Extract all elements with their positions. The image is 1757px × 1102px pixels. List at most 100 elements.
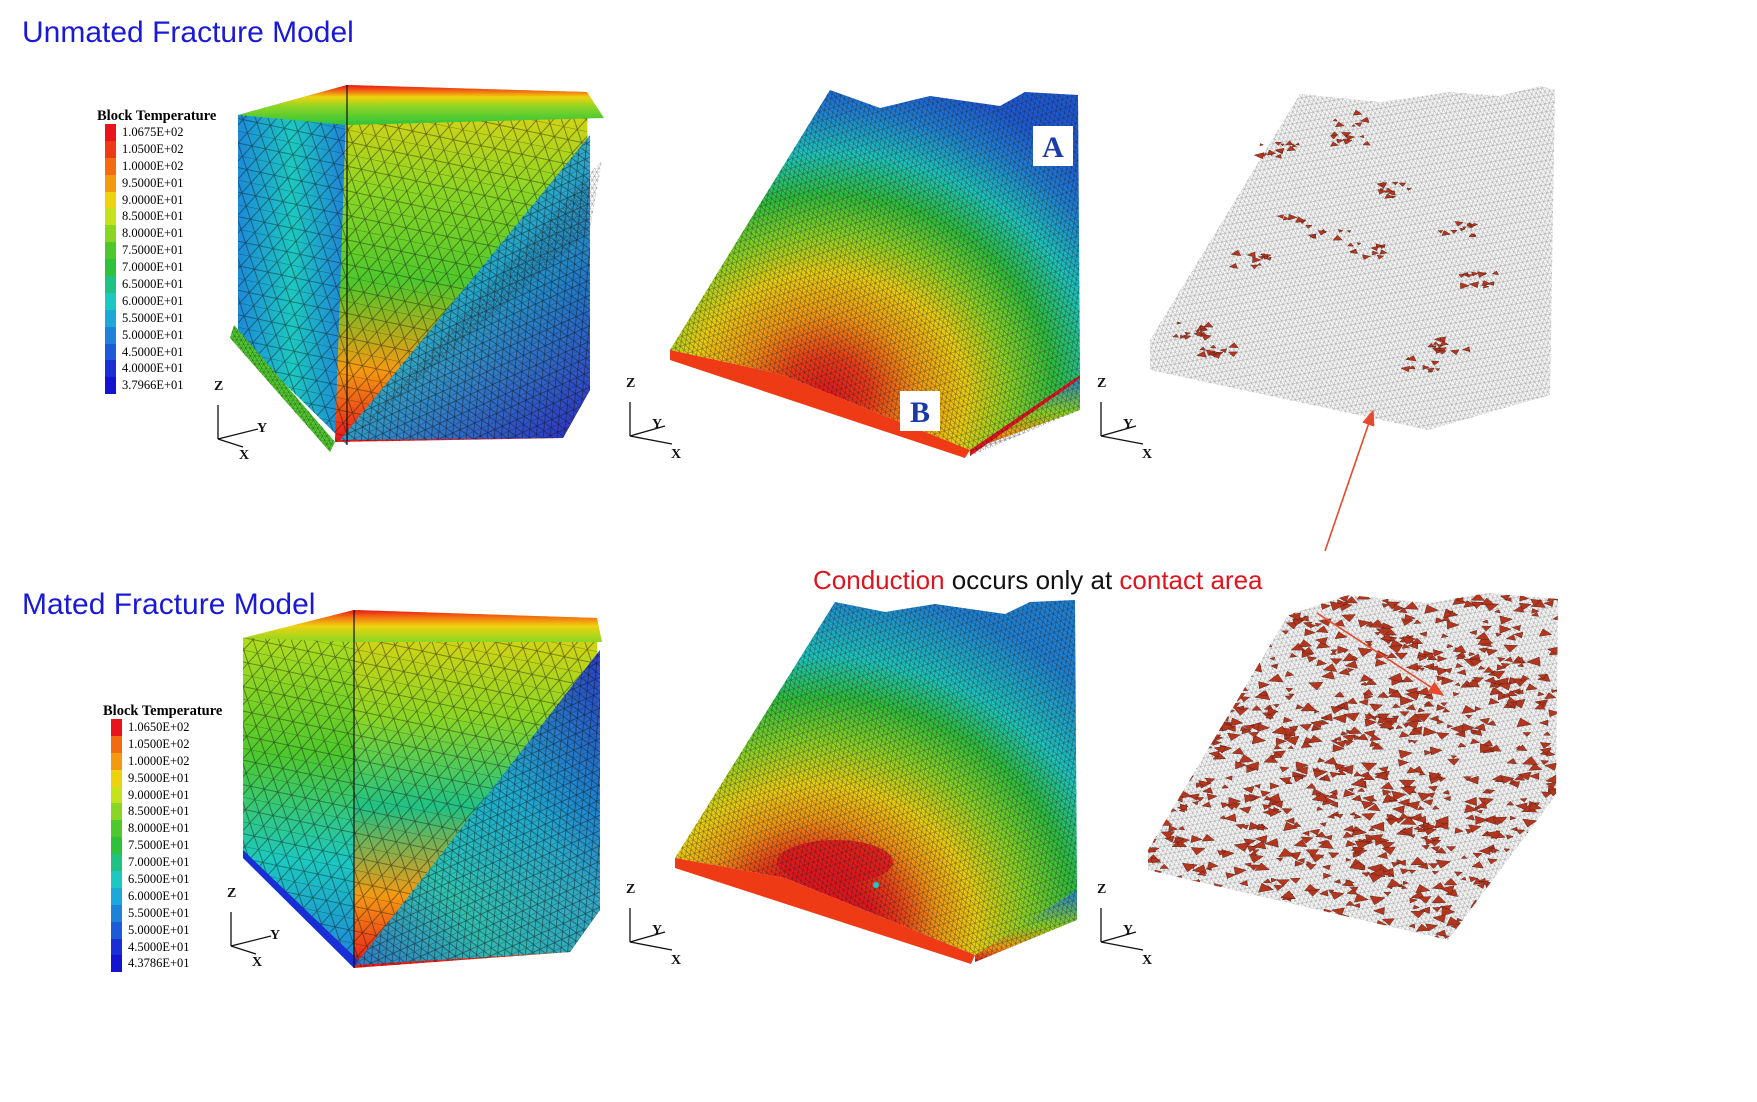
- contact-patch: [1407, 739, 1414, 743]
- contact-patch: [1431, 585, 1437, 589]
- contact-patch: [1468, 281, 1479, 288]
- contact-patch: [1283, 716, 1293, 724]
- contact-patch: [1254, 626, 1268, 636]
- contact-patch: [1230, 717, 1244, 727]
- contact-patch: [1204, 642, 1211, 647]
- contact-patch: [1409, 834, 1416, 839]
- contact-patch: [1457, 742, 1467, 748]
- contact-patch: [1234, 595, 1244, 601]
- contact-patch: [1285, 928, 1297, 936]
- contact-patch: [1362, 140, 1371, 146]
- contact-patch: [1236, 625, 1253, 635]
- contact-patch: [1497, 657, 1506, 663]
- contact-patch: [1470, 728, 1478, 734]
- contact-patch: [1188, 621, 1196, 625]
- unmated-block-3d-view: [230, 85, 604, 452]
- contact-patch: [1238, 668, 1246, 673]
- contact-patch: [1434, 929, 1447, 938]
- contact-patch: [1191, 669, 1208, 679]
- contact-patch: [1227, 351, 1238, 357]
- conduction-annotation: Conduction occurs only at contact area: [813, 565, 1263, 596]
- axis-x-label: X: [671, 953, 681, 968]
- contact-patch: [1148, 830, 1156, 836]
- contact-patch: [1257, 638, 1273, 648]
- contact-patch: [1533, 829, 1547, 837]
- contact-patch: [1331, 907, 1345, 916]
- legend-swatch: [111, 955, 122, 973]
- contact-patch: [1185, 925, 1199, 933]
- contact-patch: [1235, 948, 1246, 955]
- legend-swatch: [105, 157, 116, 175]
- contact-patch: [1159, 653, 1173, 664]
- contact-patch: [1462, 588, 1470, 592]
- contact-patch: [1408, 869, 1417, 874]
- contact-patch: [1310, 719, 1324, 728]
- contact-patch: [1486, 720, 1497, 726]
- contact-patch: [1278, 847, 1295, 858]
- contact-patch: [1368, 952, 1375, 956]
- contact-patch: [1557, 845, 1558, 851]
- contact-patch: [1563, 659, 1569, 662]
- contact-patch: [1505, 634, 1516, 641]
- contact-patch: [1380, 781, 1394, 790]
- contact-patch: [1386, 813, 1396, 820]
- contact-patch: [1496, 935, 1512, 940]
- contact-patch: [1148, 792, 1159, 800]
- contact-patch: [1440, 885, 1455, 895]
- contact-patch: [1340, 731, 1348, 736]
- contact-patch: [1403, 586, 1411, 592]
- contact-patch: [1483, 284, 1490, 289]
- contact-patch: [1270, 664, 1278, 669]
- legend-label: 7.5000E+01: [128, 838, 190, 853]
- contact-patch: [1236, 705, 1245, 711]
- contact-patch: [1254, 915, 1261, 920]
- contact-patch: [1246, 766, 1256, 773]
- contact-patch: [1529, 937, 1537, 940]
- contact-patch: [1270, 877, 1278, 883]
- contact-patch: [1544, 762, 1558, 771]
- contact-patch: [1561, 765, 1571, 772]
- axis-triad-mated-contact: Z Y X: [1097, 882, 1152, 968]
- contact-patch: [1251, 735, 1267, 745]
- contact-patch: [1426, 593, 1433, 597]
- contact-patch: [1537, 691, 1545, 697]
- contact-patch: [1204, 657, 1216, 665]
- contact-patch: [1475, 815, 1489, 825]
- contact-patch: [1455, 597, 1464, 603]
- contact-patch: [1203, 633, 1212, 639]
- contact-patch: [1479, 717, 1490, 725]
- contact-patch: [1332, 118, 1338, 122]
- legend-swatch: [105, 191, 116, 209]
- contact-patch: [1428, 942, 1439, 948]
- contact-patch: [1466, 775, 1479, 785]
- contact-patch: [1242, 786, 1255, 794]
- contact-patch: [1515, 829, 1526, 835]
- contact-patch: [1292, 771, 1301, 778]
- contact-patch: [1381, 918, 1395, 926]
- contact-patch: [1399, 711, 1410, 717]
- contact-patch: [1408, 923, 1416, 929]
- contact-patch: [1446, 916, 1462, 926]
- contact-patch: [1479, 895, 1488, 901]
- contact-patch: [1476, 883, 1486, 889]
- contact-patch: [1148, 695, 1157, 703]
- contact-patch: [1281, 808, 1293, 815]
- contact-patch: [1211, 352, 1221, 359]
- contact-patch: [1246, 251, 1256, 258]
- contact-patch: [1176, 804, 1188, 811]
- contact-patch: [1556, 645, 1558, 651]
- contact-patch: [1356, 593, 1371, 600]
- contact-patch: [1352, 851, 1362, 858]
- legend-label: 6.5000E+01: [128, 872, 190, 887]
- contact-patch: [1275, 148, 1285, 154]
- contact-patch: [1378, 942, 1384, 946]
- contact-patch: [1514, 929, 1522, 933]
- contact-patch: [1295, 704, 1304, 710]
- mated-contact-area-map: [1148, 585, 1558, 948]
- contact-patch: [1562, 591, 1567, 594]
- contact-patch: [1250, 264, 1259, 270]
- contact-patch: [1308, 734, 1323, 743]
- contact-patch: [1257, 823, 1266, 829]
- contact-patch: [1395, 724, 1403, 729]
- contact-patch: [1266, 923, 1278, 931]
